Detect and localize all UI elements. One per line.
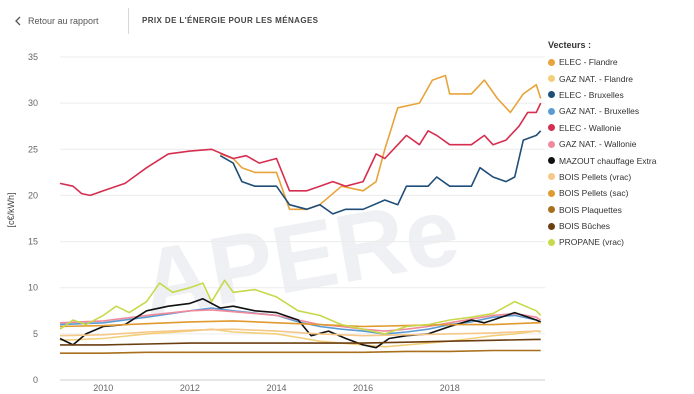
y-axis-label: [c€/kWh]	[6, 192, 16, 227]
legend-label: MAZOUT chauffage Extra	[559, 155, 657, 166]
series-line-9	[59, 320, 541, 328]
legend-label: ELEC - Bruxelles	[559, 89, 624, 100]
legend-label: ELEC - Flandre	[559, 57, 618, 68]
legend-label: BOIS Plaquettes	[559, 204, 622, 215]
series-line-1	[219, 74, 542, 211]
y-tick-label: 5	[33, 329, 38, 339]
legend-item[interactable]: BOIS Pellets (vrac)	[548, 169, 694, 185]
y-tick-label: 30	[28, 98, 38, 108]
back-to-report-link[interactable]: Retour au rapport	[14, 12, 99, 30]
series-line-3	[219, 130, 542, 215]
header-divider	[128, 8, 129, 34]
legend-dot-icon	[548, 75, 555, 83]
legend: Vecteurs : ELEC - Flandre GAZ NAT. - Flan…	[548, 40, 694, 251]
back-link-label: Retour au rapport	[28, 16, 99, 26]
legend-dot-icon	[548, 173, 555, 181]
legend-label: BOIS Bûches	[559, 221, 611, 232]
legend-item[interactable]: ELEC - Wallonie	[548, 120, 694, 136]
series-line-8	[59, 328, 541, 337]
series-line-11	[60, 338, 541, 346]
legend-label: GAZ NAT. - Bruxelles	[559, 106, 640, 117]
legend-dot-icon	[548, 58, 555, 66]
y-tick-label: 25	[28, 144, 38, 154]
series-line-7	[59, 298, 542, 349]
legend-dot-icon	[548, 157, 555, 165]
legend-item[interactable]: GAZ NAT. - Wallonie	[548, 136, 694, 152]
y-tick-label: 35	[28, 52, 38, 62]
chevron-left-icon	[15, 16, 21, 26]
y-tick-label: 15	[28, 237, 38, 247]
legend-item[interactable]: GAZ NAT. - Bruxelles	[548, 103, 694, 119]
x-tick-label: 2010	[93, 383, 113, 393]
watermark-text: APERe	[133, 177, 467, 338]
legend-label: PROPANE (vrac)	[559, 237, 625, 248]
legend-item[interactable]: GAZ NAT. - Flandre	[548, 70, 694, 86]
legend-item[interactable]: BOIS Pellets (sac)	[548, 185, 694, 201]
legend-item[interactable]: BOIS Bûches	[548, 218, 694, 234]
legend-dot-icon	[548, 107, 555, 115]
y-tick-label: 0	[33, 375, 38, 385]
series-line-5	[59, 102, 542, 197]
series-lines	[59, 74, 542, 354]
legend-item[interactable]: ELEC - Bruxelles	[548, 87, 694, 103]
top-bar: Retour au rapport PRIX DE L'ÉNERGIE POUR…	[0, 0, 694, 40]
legend-dot-icon	[548, 91, 555, 99]
legend-label: ELEC - Wallonie	[559, 122, 622, 133]
y-axis: 0 5 10 15 20 25 30 35	[28, 52, 38, 385]
legend-dot-icon	[548, 124, 555, 132]
legend-dot-icon	[548, 140, 555, 148]
legend-label: GAZ NAT. - Flandre	[559, 73, 633, 84]
legend-label: GAZ NAT. - Wallonie	[559, 139, 637, 150]
x-tick-label: 2018	[440, 383, 460, 393]
x-tick-label: 2016	[353, 383, 373, 393]
legend-label: BOIS Pellets (sac)	[559, 188, 629, 199]
series-line-6	[59, 309, 542, 332]
series-line-10	[60, 349, 541, 354]
page-title: PRIX DE L'ÉNERGIE POUR LES MÉNAGES	[142, 16, 319, 25]
legend-item[interactable]: PROPANE (vrac)	[548, 234, 694, 250]
legend-dot-icon	[548, 206, 555, 214]
x-tick-label: 2012	[180, 383, 200, 393]
legend-dot-icon	[548, 222, 555, 230]
legend-dot-icon	[548, 238, 555, 246]
legend-item[interactable]: BOIS Plaquettes	[548, 202, 694, 218]
legend-label: BOIS Pellets (vrac)	[559, 171, 632, 182]
x-axis: 2010 2012 2014 2016 2018	[93, 383, 459, 393]
legend-title: Vecteurs :	[548, 40, 592, 50]
legend-dot-icon	[548, 189, 555, 197]
x-tick-label: 2014	[267, 383, 287, 393]
legend-item[interactable]: MAZOUT chauffage Extra	[548, 152, 694, 168]
series-line-12	[59, 279, 542, 335]
legend-item[interactable]: ELEC - Flandre	[548, 54, 694, 70]
y-tick-label: 10	[28, 283, 38, 293]
y-tick-label: 20	[28, 190, 38, 200]
